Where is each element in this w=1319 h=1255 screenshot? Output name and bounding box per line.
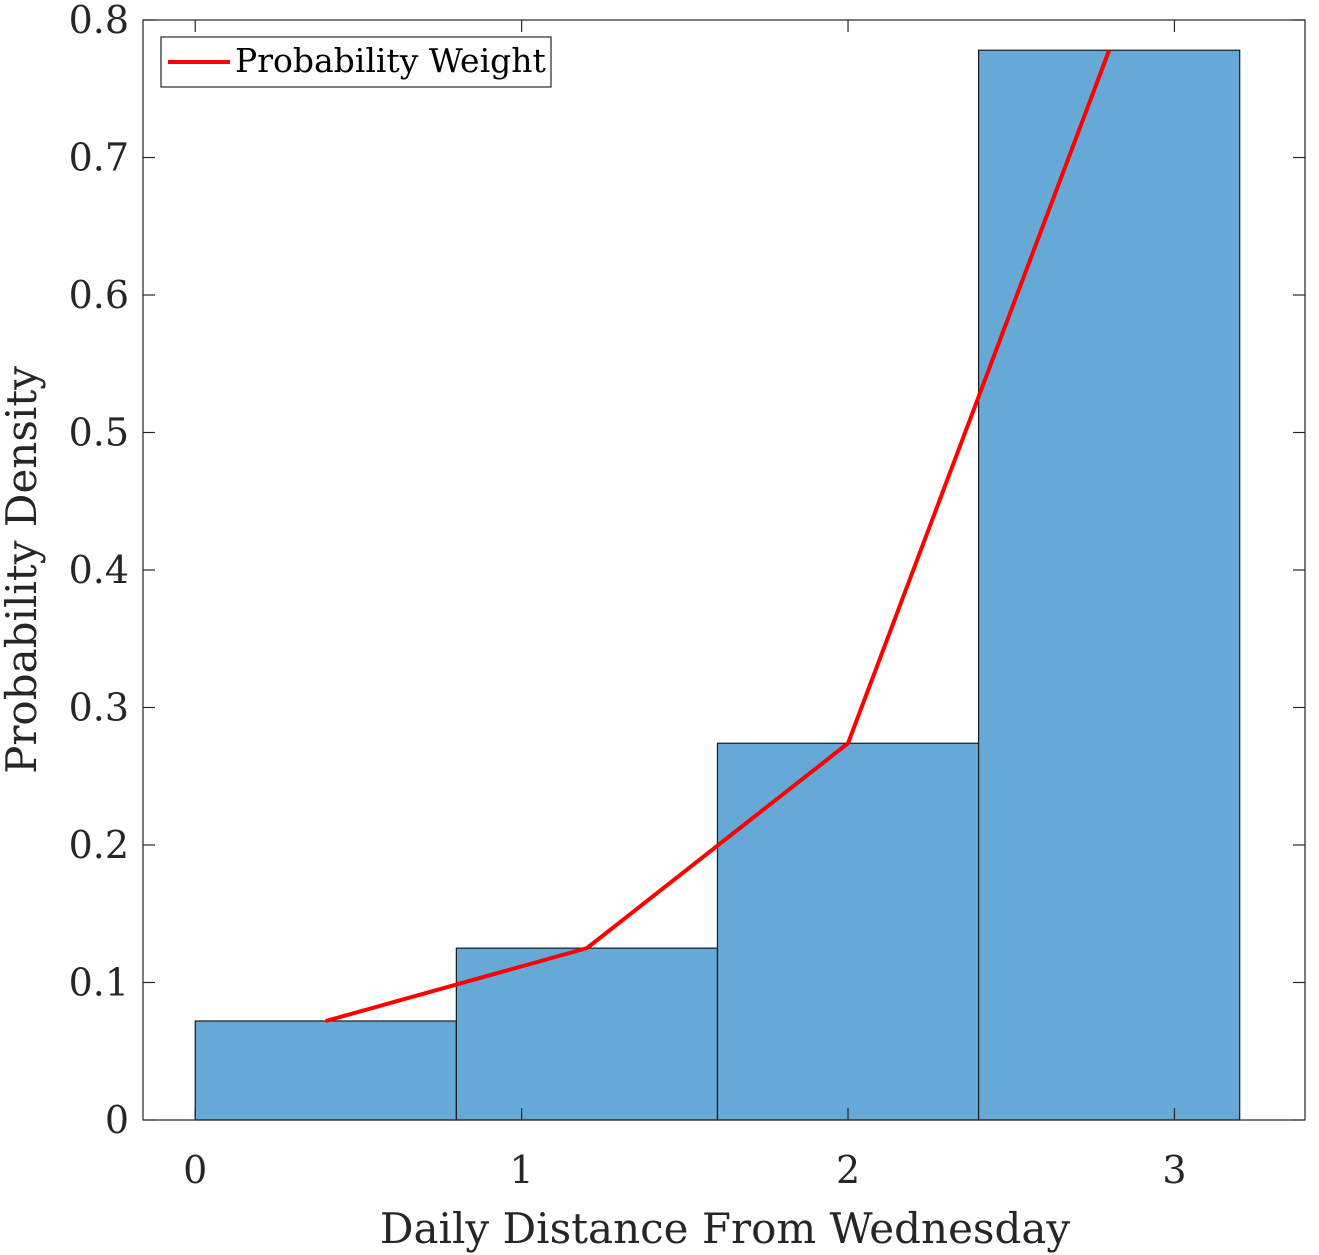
series-line-0 [325,49,1112,1023]
y-tick-label-1: 0.1 [69,961,129,1005]
x-tick-label-0: 0 [183,1148,207,1192]
x-axis-label: Daily Distance From Wednesday [380,1204,1071,1253]
y-tick-label-4: 0.4 [69,548,129,592]
y-tick-label-0: 0 [105,1098,129,1142]
bars-layer [194,49,1241,1121]
y-tick-label-8: 0.8 [69,0,129,42]
y-tick-label-5: 0.5 [69,411,129,455]
legend-label-probability-weight: Probability Weight [235,41,546,80]
histogram-bar-3 [977,49,1241,1121]
y-tick-label-6: 0.6 [69,273,129,317]
x-tick-label-2: 2 [836,1148,860,1192]
x-tick-label-1: 1 [510,1148,534,1192]
axes-layer: 0 0.1 0.2 0.3 0.4 0.5 0.6 0.7 0.8 0 1 2 3 [69,0,1306,1192]
y-tick-label-2: 0.2 [69,823,129,867]
y-tick-label-7: 0.7 [69,136,129,180]
histogram-bar-0 [194,1020,457,1121]
x-tick-label-3: 3 [1162,1148,1186,1192]
y-tick-label-3: 0.3 [69,686,129,730]
y-axis-label: Probability Density [0,366,46,774]
legend: Probability Weight [160,36,552,88]
histogram-bar-2 [716,742,980,1121]
line-layer [325,49,1112,1023]
histogram-bar-1 [455,947,719,1121]
